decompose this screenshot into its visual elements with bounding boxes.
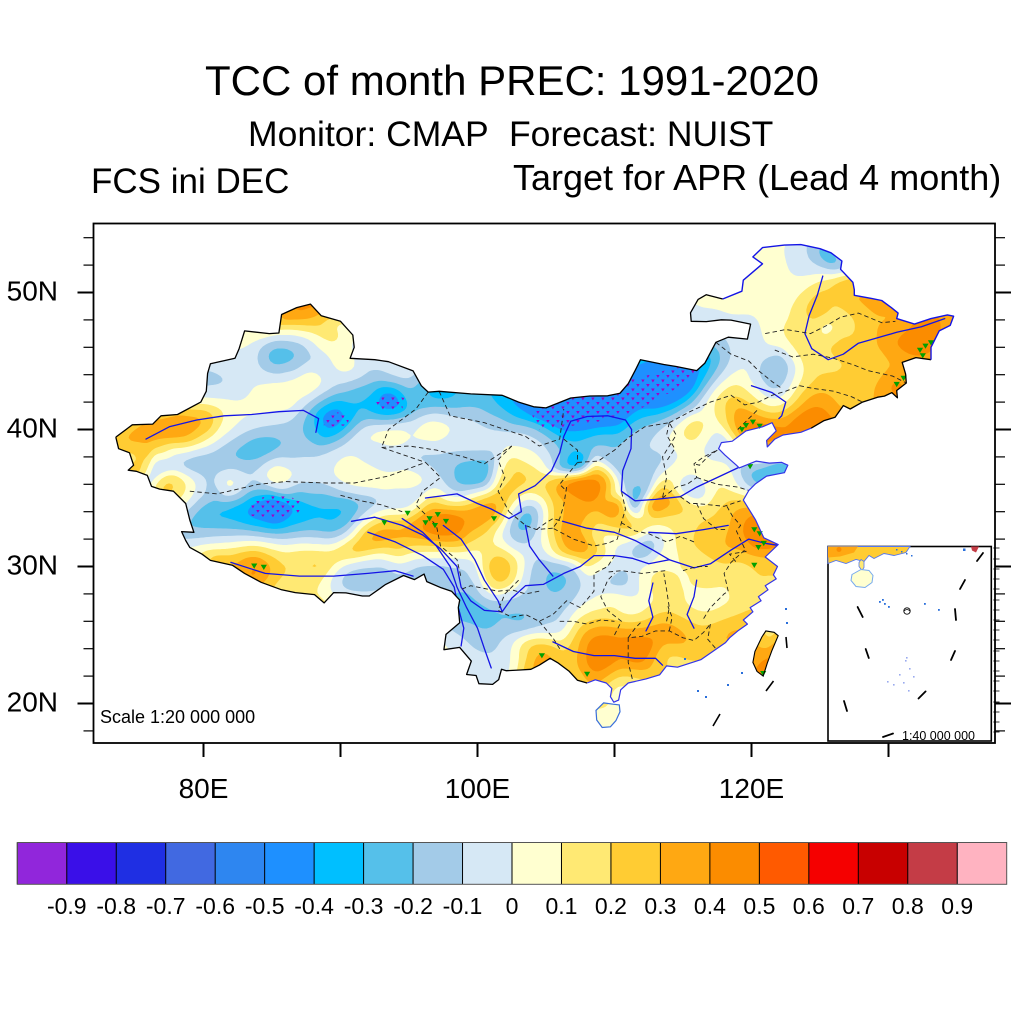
svg-text:-0.2: -0.2 [393,893,433,919]
svg-text:-0.6: -0.6 [195,893,235,919]
svg-text:Monitor: CMAP: Monitor: CMAP [248,114,489,154]
svg-text:-0.7: -0.7 [146,893,186,919]
svg-text:0.4: 0.4 [694,893,726,919]
svg-text:Target for APR (Lead 4 month): Target for APR (Lead 4 month) [513,157,1001,198]
svg-text:-0.4: -0.4 [294,893,334,919]
svg-text:0.8: 0.8 [892,893,924,919]
svg-text:1:40 000 000: 1:40 000 000 [902,729,975,743]
svg-text:30N: 30N [7,550,58,581]
svg-text:FCS ini DEC: FCS ini DEC [91,162,289,201]
svg-text:0.1: 0.1 [546,893,578,919]
svg-text:-0.8: -0.8 [96,893,136,919]
svg-text:80E: 80E [179,773,229,804]
svg-text:50N: 50N [7,276,58,307]
svg-text:100E: 100E [445,773,510,804]
svg-text:0.3: 0.3 [644,893,676,919]
svg-text:Forecast: NUIST: Forecast: NUIST [509,114,773,154]
svg-text:-0.1: -0.1 [443,893,483,919]
svg-text:40N: 40N [7,413,58,444]
svg-text:0.9: 0.9 [941,893,973,919]
svg-text:0: 0 [506,893,519,919]
svg-text:0.2: 0.2 [595,893,627,919]
svg-text:-0.9: -0.9 [47,893,87,919]
svg-text:TCC of month PREC: 1991-2020: TCC of month PREC: 1991-2020 [205,57,819,104]
svg-text:0.5: 0.5 [743,893,775,919]
svg-text:-0.3: -0.3 [344,893,384,919]
svg-text:0.7: 0.7 [842,893,874,919]
svg-text:120E: 120E [719,773,784,804]
svg-text:-0.5: -0.5 [245,893,285,919]
svg-text:Scale 1:20 000 000: Scale 1:20 000 000 [100,707,255,727]
svg-text:0.6: 0.6 [793,893,825,919]
svg-text:20N: 20N [7,687,58,718]
